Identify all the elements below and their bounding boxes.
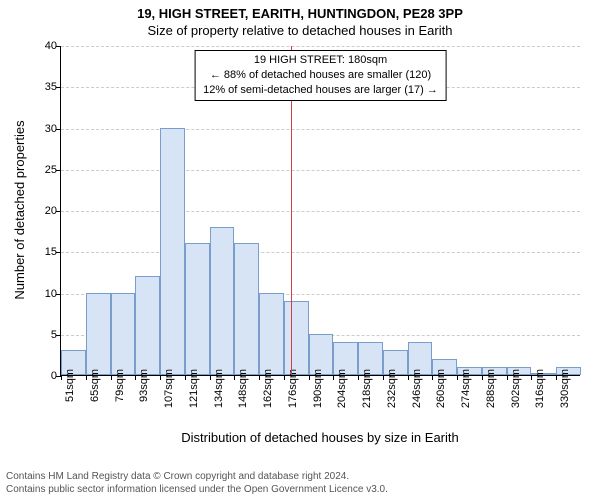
y-tick-mark [56, 170, 61, 171]
y-tick-mark [56, 46, 61, 47]
footer-line: Contains HM Land Registry data © Crown c… [6, 470, 388, 483]
y-tick-label: 30 [27, 123, 57, 135]
x-tick-mark [259, 375, 260, 380]
histogram-bar [111, 293, 136, 376]
x-tick-mark [309, 375, 310, 380]
histogram-bar [135, 276, 160, 375]
gridline [61, 252, 580, 253]
x-tick-label: 134sqm [213, 369, 225, 408]
chart-title-main: 19, HIGH STREET, EARITH, HUNTINGDON, PE2… [0, 0, 600, 21]
y-tick-mark [56, 252, 61, 253]
footer-line: Contains public sector information licen… [6, 483, 388, 496]
histogram-bar [160, 128, 185, 376]
x-tick-label: 246sqm [411, 369, 423, 408]
x-tick-label: 93sqm [138, 369, 150, 402]
annotation-line: 12% of semi-detached houses are larger (… [203, 83, 438, 98]
x-tick-label: 121sqm [188, 369, 200, 408]
x-tick-label: 302sqm [510, 369, 522, 408]
x-tick-label: 218sqm [361, 369, 373, 408]
y-tick-mark [56, 129, 61, 130]
y-tick-mark [56, 335, 61, 336]
plot-area: 19 HIGH STREET: 180sqm ← 88% of detached… [60, 46, 580, 376]
x-tick-mark [333, 375, 334, 380]
x-tick-mark [135, 375, 136, 380]
x-tick-mark [556, 375, 557, 380]
gridline [61, 211, 580, 212]
annotation-line: 19 HIGH STREET: 180sqm [203, 53, 438, 68]
x-tick-label: 65sqm [89, 369, 101, 402]
x-tick-mark [482, 375, 483, 380]
y-tick-label: 15 [27, 246, 57, 258]
y-tick-mark [56, 294, 61, 295]
x-tick-mark [210, 375, 211, 380]
x-tick-label: 330sqm [559, 369, 571, 408]
y-tick-mark [56, 211, 61, 212]
chart-container: 19, HIGH STREET, EARITH, HUNTINGDON, PE2… [0, 0, 600, 460]
x-tick-label: 260sqm [435, 369, 447, 408]
x-tick-label: 79sqm [114, 369, 126, 402]
annotation-line: ← 88% of detached houses are smaller (12… [203, 68, 438, 83]
x-tick-mark [507, 375, 508, 380]
y-tick-label: 25 [27, 164, 57, 176]
histogram-bar [234, 243, 259, 375]
y-tick-mark [56, 87, 61, 88]
histogram-bar [259, 293, 284, 376]
x-tick-mark [284, 375, 285, 380]
x-tick-label: 107sqm [163, 369, 175, 408]
gridline [61, 170, 580, 171]
histogram-bar [185, 243, 210, 375]
x-tick-mark [234, 375, 235, 380]
x-tick-mark [111, 375, 112, 380]
x-tick-label: 176sqm [287, 369, 299, 408]
x-tick-mark [408, 375, 409, 380]
x-tick-mark [185, 375, 186, 380]
x-tick-mark [160, 375, 161, 380]
x-axis-label: Distribution of detached houses by size … [60, 430, 580, 445]
gridline [61, 129, 580, 130]
annotation-box: 19 HIGH STREET: 180sqm ← 88% of detached… [194, 50, 447, 101]
y-tick-label: 40 [27, 40, 57, 52]
y-axis-label: Number of detached properties [12, 120, 27, 299]
x-tick-label: 148sqm [237, 369, 249, 408]
x-tick-mark [61, 375, 62, 380]
x-tick-label: 51sqm [64, 369, 76, 402]
x-tick-label: 204sqm [336, 369, 348, 408]
x-tick-mark [432, 375, 433, 380]
y-tick-label: 20 [27, 205, 57, 217]
histogram-bar [284, 301, 309, 375]
histogram-bar [210, 227, 235, 376]
footer-credits: Contains HM Land Registry data © Crown c… [6, 470, 388, 496]
x-tick-mark [383, 375, 384, 380]
x-tick-label: 190sqm [312, 369, 324, 408]
x-tick-mark [457, 375, 458, 380]
y-tick-label: 0 [27, 370, 57, 382]
x-tick-label: 288sqm [485, 369, 497, 408]
y-tick-label: 35 [27, 81, 57, 93]
x-tick-label: 316sqm [534, 369, 546, 408]
y-tick-label: 10 [27, 288, 57, 300]
x-tick-label: 162sqm [262, 369, 274, 408]
x-tick-label: 274sqm [460, 369, 472, 408]
histogram-bar [86, 293, 111, 376]
x-tick-mark [86, 375, 87, 380]
chart-title-sub: Size of property relative to detached ho… [0, 21, 600, 38]
x-tick-mark [531, 375, 532, 380]
y-tick-label: 5 [27, 329, 57, 341]
x-tick-mark [358, 375, 359, 380]
x-tick-label: 232sqm [386, 369, 398, 408]
gridline [61, 46, 580, 47]
